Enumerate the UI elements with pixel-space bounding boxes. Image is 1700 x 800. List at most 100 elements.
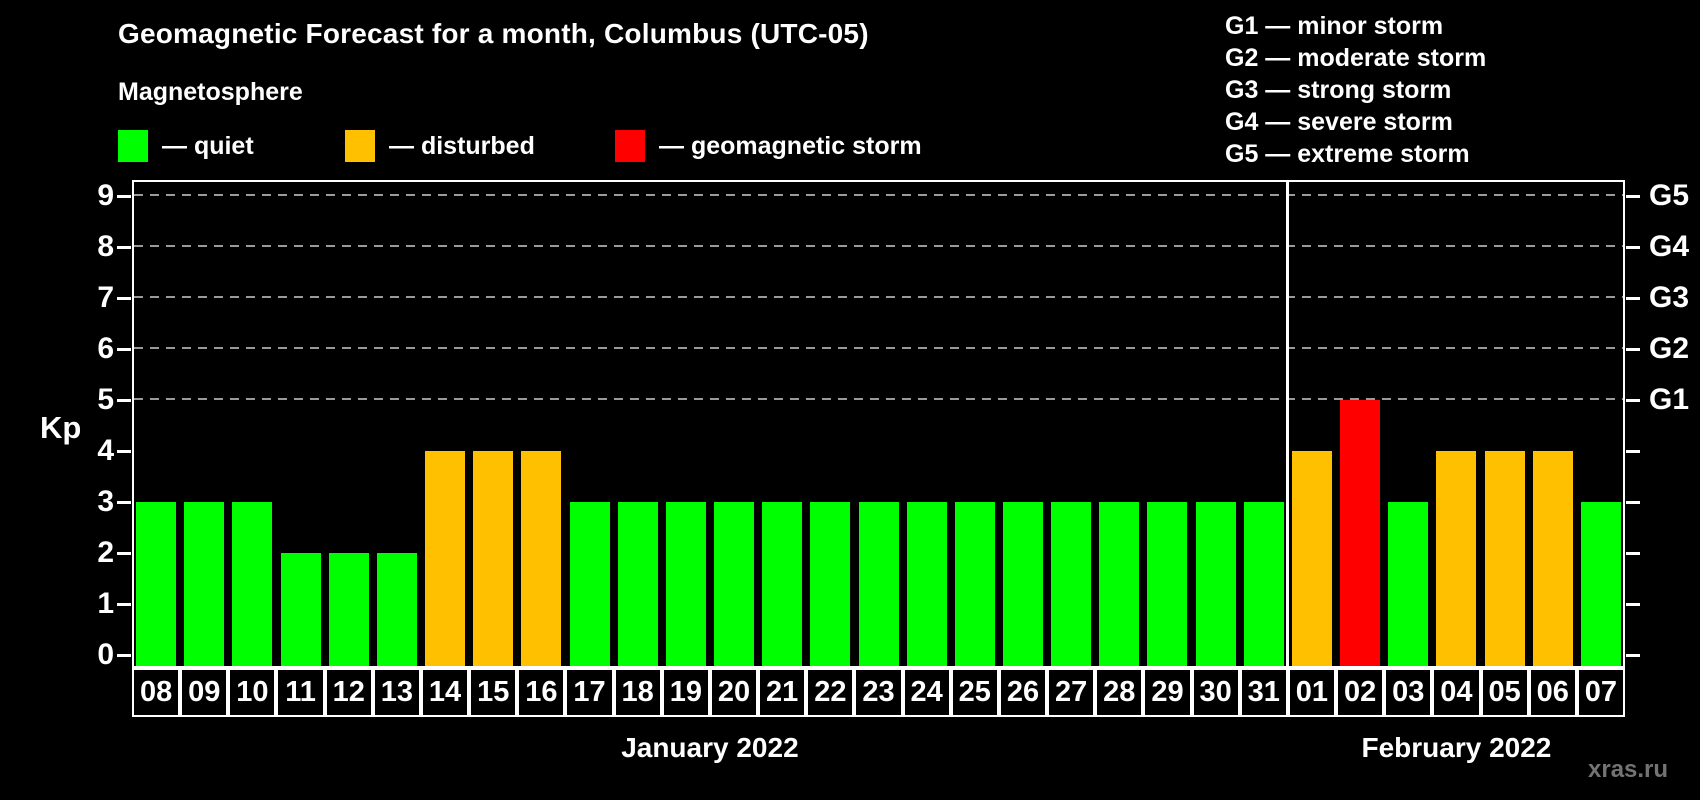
day-label-20: 20 [709,668,759,717]
bar-day-13 [376,553,417,666]
quiet-color-swatch [118,130,148,162]
day-label-10: 10 [228,668,277,717]
legend-item-disturbed: — disturbed [345,128,535,164]
bar-day-09 [184,502,225,666]
bar-day-03 [1388,502,1429,666]
bar-day-05 [1484,451,1525,666]
bar-day-02 [1340,400,1381,666]
day-label-29: 29 [1143,668,1192,717]
day-label-12: 12 [324,668,373,717]
bar-day-04 [1436,451,1477,666]
y-tick-left-5 [117,398,131,402]
right-axis-label-G4: G4 [1649,230,1690,263]
y-tick-label-6: 6 [97,332,114,365]
y-tick-left-8 [117,245,131,249]
y-tick-label-8: 8 [97,230,114,263]
y-tick-left-9 [117,194,131,198]
y-tick-label-7: 7 [97,281,114,314]
chart-title: Geomagnetic Forecast for a month, Columb… [118,18,869,49]
bar-day-29 [1147,502,1188,666]
quiet-label: — quiet [162,131,254,160]
y-tick-left-1 [117,602,131,606]
y-tick-right-6 [1626,347,1640,351]
bar-day-16 [521,451,562,666]
y-tick-left-0 [117,653,131,657]
g-scale-legend: G1 — minor storm G2 — moderate storm G3 … [1225,10,1486,170]
month-label: February 2022 [1361,732,1552,763]
y-tick-left-4 [117,449,131,453]
day-label-30: 30 [1191,668,1240,717]
y-tick-label-5: 5 [97,383,114,416]
day-label-19: 19 [661,668,710,717]
day-label-07: 07 [1576,668,1625,717]
day-label-14: 14 [420,668,470,717]
y-tick-right-2 [1626,551,1640,555]
gridline-kp8 [134,245,1623,247]
bar-day-15 [473,451,514,666]
watermark: xras.ru [1588,756,1669,783]
bar-day-14 [425,451,466,666]
storm-color-swatch [615,130,645,162]
bar-day-27 [1051,502,1092,666]
plot-area [132,180,1625,668]
y-tick-right-8 [1626,245,1640,249]
day-label-22: 22 [806,668,855,717]
day-label-01: 01 [1287,668,1337,717]
y-tick-left-3 [117,500,131,504]
day-label-05: 05 [1480,668,1529,717]
y-tick-left-6 [117,347,131,351]
day-label-24: 24 [902,668,951,717]
y-tick-right-1 [1626,602,1640,606]
g4-legend-line: G4 — severe storm [1225,108,1453,136]
day-label-25: 25 [950,668,999,717]
y-tick-right-3 [1626,500,1640,504]
bar-day-19 [665,502,706,666]
day-label-27: 27 [1047,668,1096,717]
day-label-17: 17 [565,668,614,717]
bar-day-26 [1002,502,1043,666]
bar-day-06 [1532,451,1573,666]
legend-item-storm: — geomagnetic storm [615,128,922,164]
bar-day-30 [1195,502,1236,666]
day-label-31: 31 [1239,668,1288,717]
day-label-18: 18 [613,668,662,717]
day-label-13: 13 [372,668,421,717]
g2-legend-line: G2 — moderate storm [1225,44,1487,72]
day-label-04: 04 [1432,668,1481,717]
gridline-kp6 [134,347,1623,349]
magnetosphere-label: Magnetosphere [118,78,303,106]
y-tick-label-1: 1 [97,587,114,620]
day-label-23: 23 [854,668,903,717]
bar-day-20 [714,502,755,666]
y-tick-right-7 [1626,296,1640,300]
day-label-15: 15 [469,668,518,717]
day-label-08: 08 [132,668,181,717]
y-tick-right-4 [1626,449,1640,453]
y-tick-label-3: 3 [97,485,114,518]
y-tick-right-0 [1626,653,1640,657]
gridline-kp7 [134,296,1623,298]
bar-day-24 [906,502,947,666]
bar-day-21 [762,502,803,666]
right-axis-label-G2: G2 [1649,332,1690,365]
right-axis-label-G3: G3 [1649,281,1690,314]
bar-day-12 [328,553,369,666]
y-tick-label-0: 0 [97,638,114,671]
y-tick-left-7 [117,296,131,300]
day-label-03: 03 [1384,668,1433,717]
gridline-kp9 [134,194,1623,196]
day-label-26: 26 [998,668,1048,717]
bar-day-07 [1580,502,1621,666]
bar-day-18 [617,502,658,666]
bar-day-31 [1243,502,1284,666]
y-tick-label-2: 2 [97,536,114,569]
day-label-06: 06 [1528,668,1577,717]
bar-day-10 [232,502,273,666]
storm-label: — geomagnetic storm [659,131,922,160]
day-label-28: 28 [1095,668,1144,717]
bar-day-28 [1099,502,1140,666]
bar-day-23 [858,502,899,666]
legend-item-quiet: — quiet [118,128,254,164]
bar-day-17 [569,502,610,666]
bar-day-08 [136,502,177,666]
